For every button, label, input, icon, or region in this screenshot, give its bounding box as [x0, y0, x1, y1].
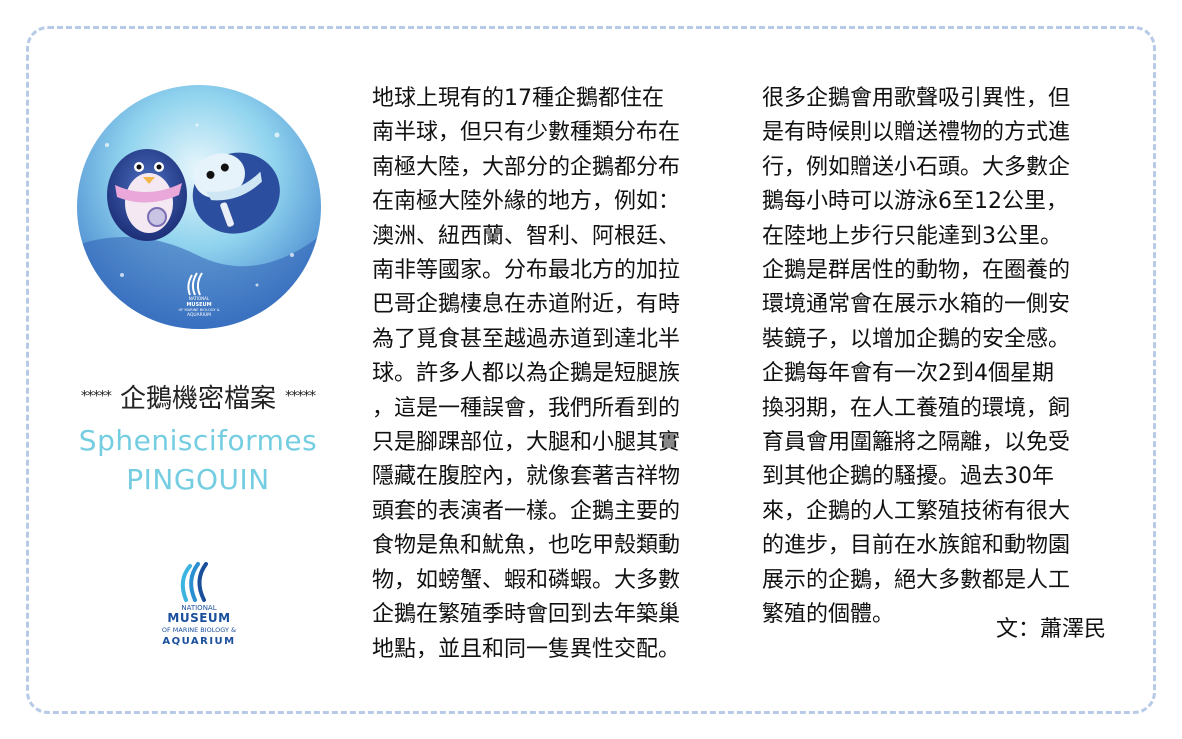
text-line: 環境通常會在展示水箱的一側安	[762, 292, 1071, 318]
text-line: 地點，並且和同一隻異性交配。	[372, 636, 681, 662]
text-line: 展示的企鵝，絕大多數都是人工	[762, 567, 1071, 593]
text-line: ，這是一種誤會，我們所看到的	[372, 395, 681, 421]
text-line: 在陸地上步行只能達到3公里。	[762, 223, 1062, 249]
penguin-photo: NATIONAL MUSEUM OF MARINE BIOLOGY & AQUA…	[77, 85, 321, 329]
text-line: 鵝每小時可以游泳6至12公里，	[762, 189, 1068, 215]
author-credit: 文：蕭澤民	[995, 617, 1106, 642]
logo-line4: AQUARIUM	[162, 636, 235, 647]
logo-line1: NATIONAL	[181, 604, 216, 612]
text-line: 行，例如贈送小石頭。大多數企	[762, 154, 1071, 180]
photo-logo-line1: NATIONAL	[189, 296, 210, 301]
text-column-1: 地球上現有的17種企鵝都住在 南半球，但只有少數種類分布在 南極大陸，大部分的企鵝都…	[372, 82, 722, 667]
text-column-2: 很多企鵝會用歌聲吸引異性，但 是有時候則以贈送禮物的方式進 行，例如贈送小石頭。大多…	[762, 82, 1112, 633]
penguin-plush-left	[107, 149, 187, 241]
photo-logo-line3: OF MARINE BIOLOGY &	[178, 308, 219, 312]
text-line: 很多企鵝會用歌聲吸引異性，但	[762, 86, 1071, 111]
photo-logo-line4: AQUARIUM	[187, 312, 211, 318]
text-line: 在南極大陸外緣的地方，例如：	[372, 189, 681, 215]
text-line: 物，如螃蟹、蝦和磷蝦。大多數	[372, 567, 681, 593]
card-heading: ***** 企鵝機密檔案 *****	[50, 378, 346, 415]
text-line: 育員會用圍籬將之隔離，以免受	[762, 430, 1071, 456]
text-line: 南非等國家。分布最北方的加拉	[372, 258, 681, 284]
text-line: 只是腳踝部位，大腿和小腿其實	[372, 430, 681, 456]
stars-left: *****	[80, 388, 112, 405]
photo-logo: NATIONAL MUSEUM OF MARINE BIOLOGY & AQUA…	[178, 272, 220, 318]
text-line: 繁殖的個體。	[762, 602, 895, 628]
text-line: 澳洲、紐西蘭、智利、阿根廷、	[372, 223, 681, 249]
text-line: 隱藏在腹腔內，就像套著吉祥物	[372, 464, 681, 490]
text-line: 企鵝在繁殖季時會回到去年築巢	[372, 602, 681, 628]
text-line: 地球上現有的17種企鵝都住在	[372, 86, 664, 111]
text-line: 頭套的表演者一樣。企鵝主要的	[372, 498, 681, 524]
card-title: 企鵝機密檔案	[119, 384, 276, 414]
text-line: 球。許多人都以為企鵝是短腿族	[372, 361, 681, 387]
text-line: 為了覓食甚至越過赤道到達北半	[372, 326, 681, 352]
text-line: 裝鏡子，以增加企鵝的安全感。	[762, 326, 1071, 352]
photo-logo-line2: MUSEUM	[186, 302, 211, 308]
logo-line2: MUSEUM	[167, 611, 230, 625]
text-line: 南極大陸，大部分的企鵝都分布	[372, 154, 681, 180]
stars-right: *****	[285, 388, 316, 405]
text-line: 是有時候則以贈送禮物的方式進	[762, 120, 1071, 146]
text-line: 到其他企鵝的騷擾。過去30年	[762, 464, 1054, 490]
text-line: 企鵝是群居性的動物，在圈養的	[762, 258, 1071, 284]
museum-logo: NATIONAL MUSEUM OF MARINE BIOLOGY & AQUA…	[138, 560, 260, 650]
logo-line3: OF MARINE BIOLOGY &	[162, 626, 236, 634]
text-line: 南半球，但只有少數種類分布在	[372, 120, 681, 146]
card-border	[26, 26, 1156, 714]
text-line: 食物是魚和魷魚，也吃甲殼類動	[372, 533, 681, 559]
text-line: 換羽期，在人工養殖的環境，飼	[762, 395, 1071, 421]
latin-name: Sphenisciformes	[78, 424, 318, 457]
french-name: PINGOUIN	[126, 463, 270, 496]
penguin-plush-right	[192, 152, 280, 234]
text-line: 巴哥企鵝棲息在赤道附近，有時	[372, 292, 681, 318]
text-line: 的進步，目前在水族館和動物園	[762, 533, 1071, 559]
text-line: 企鵝每年會有一次2到4個星期	[762, 361, 1054, 387]
text-line: 來，企鵝的人工繁殖技術有很大	[762, 498, 1071, 524]
